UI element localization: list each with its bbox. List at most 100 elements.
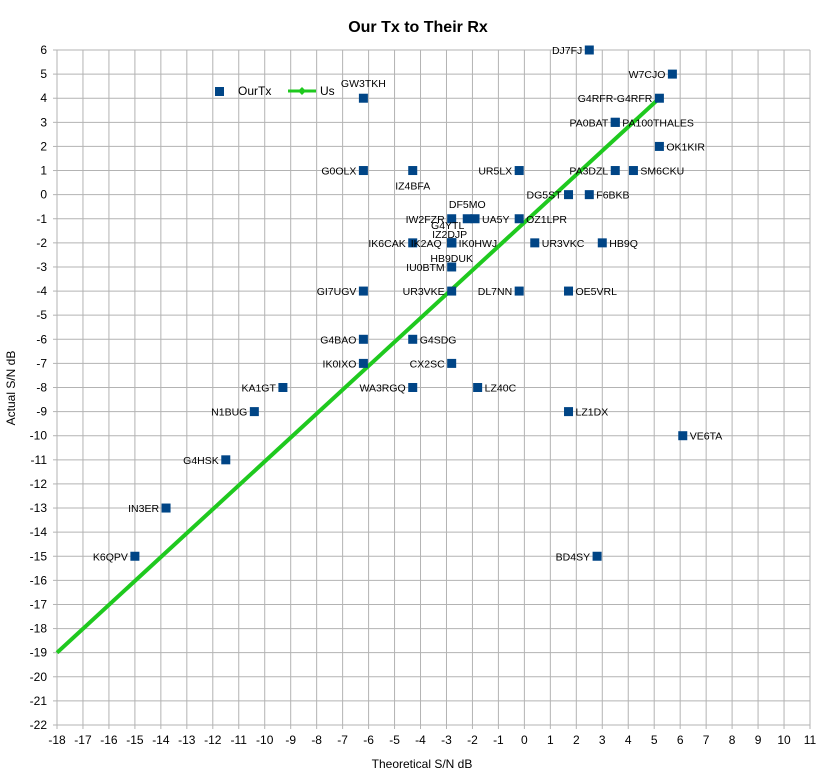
- data-label: OZ1LPR: [526, 214, 567, 226]
- legend-marker-us-diamond: [298, 87, 306, 95]
- data-label: GI7UGV: [317, 286, 357, 298]
- y-tick-label: -4: [36, 284, 47, 298]
- x-tick-label: -17: [74, 733, 92, 747]
- y-tick-label: -2: [36, 236, 47, 250]
- x-tick-label: 0: [521, 733, 528, 747]
- y-tick-label: -19: [30, 646, 48, 660]
- x-tick-label: -18: [48, 733, 66, 747]
- data-point: [654, 141, 664, 151]
- y-tick-label: -20: [30, 670, 48, 684]
- data-point: [249, 407, 259, 417]
- y-tick-label: -7: [36, 356, 47, 370]
- data-point: [408, 166, 418, 176]
- data-point: [358, 358, 368, 368]
- data-point: [514, 214, 524, 224]
- data-label: IK0IXO: [323, 358, 357, 370]
- data-point: [592, 551, 602, 561]
- y-tick-label: -5: [36, 308, 47, 322]
- data-label: IZ4BFA: [395, 181, 430, 193]
- y-tick-label: -10: [30, 429, 48, 443]
- ourtx-scatter-series: [130, 45, 688, 561]
- data-label: HB9Q: [609, 238, 638, 250]
- data-label: IW2FZR: [406, 214, 445, 226]
- axis-ticks: -18 -17 -16 -15 -14 -13 -12 -11 -10 -9 -8 -7 -6 -5 -4-…: [30, 43, 817, 747]
- data-point: [678, 431, 688, 441]
- x-tick-label: -12: [204, 733, 222, 747]
- x-tick-label: 11: [804, 733, 817, 747]
- data-point: [610, 166, 620, 176]
- data-point: [564, 190, 574, 200]
- y-tick-label: 4: [40, 91, 47, 105]
- y-tick-label: -21: [30, 694, 48, 708]
- data-label: DG5ST: [527, 190, 563, 202]
- x-tick-label: 6: [677, 733, 684, 747]
- data-point: [667, 69, 677, 79]
- data-label: W7CJO: [629, 69, 666, 81]
- data-label: KA1GT: [241, 383, 276, 395]
- x-tick-label: 9: [755, 733, 762, 747]
- data-label: UR5LX: [478, 166, 512, 178]
- chart-title: Our Tx to Their Rx: [348, 19, 488, 36]
- data-label: G4YTL: [431, 220, 464, 232]
- y-tick-label: 3: [40, 115, 47, 129]
- x-tick-label: 2: [573, 733, 580, 747]
- data-point: [564, 407, 574, 417]
- x-tick-label: 3: [599, 733, 606, 747]
- data-point: [584, 190, 594, 200]
- data-label: K6QPV: [93, 551, 128, 563]
- y-tick-label: 6: [40, 43, 47, 57]
- y-tick-label: -15: [30, 549, 48, 563]
- x-tick-label: -13: [178, 733, 196, 747]
- y-tick-label: -6: [36, 332, 47, 346]
- data-label: IU0BTM: [406, 262, 445, 274]
- y-tick-label: -9: [36, 405, 47, 419]
- x-tick-label: -15: [126, 733, 144, 747]
- legend: OurTx Us: [215, 84, 335, 98]
- data-point: [447, 214, 457, 224]
- data-label: DF5MO: [449, 199, 486, 211]
- x-tick-label: 5: [651, 733, 658, 747]
- y-tick-label: -14: [30, 525, 48, 539]
- y-tick-label: 2: [40, 139, 47, 153]
- data-point: [470, 214, 480, 224]
- y-tick-label: 1: [40, 164, 47, 178]
- data-point: [564, 286, 574, 296]
- data-label: F6BKB: [596, 190, 629, 202]
- data-label: IN3ER: [128, 503, 159, 515]
- data-point: [358, 166, 368, 176]
- data-point: [130, 551, 140, 561]
- x-tick-label: -2: [467, 733, 478, 747]
- data-label: G0OLX: [321, 166, 356, 178]
- legend-label-ourtx: OurTx: [238, 84, 271, 98]
- data-label: OE5VRL: [576, 286, 618, 298]
- data-label: IZ2DJP: [432, 229, 467, 241]
- data-label: HB9DUK: [430, 253, 473, 265]
- y-tick-label: -8: [36, 381, 47, 395]
- y-tick-label: -3: [36, 260, 47, 274]
- data-label: UA5Y: [482, 214, 509, 226]
- data-point: [278, 383, 288, 392]
- data-point: [654, 93, 664, 103]
- data-label: SM6CKU: [640, 166, 684, 178]
- data-point: [584, 45, 594, 55]
- data-point: [597, 238, 607, 248]
- y-tick-label: -1: [36, 212, 47, 226]
- x-tick-label: -4: [415, 733, 426, 747]
- y-tick-label: -11: [31, 453, 48, 467]
- data-point: [462, 214, 472, 224]
- y-tick-label: -16: [30, 573, 48, 587]
- data-label: G4BAO: [320, 334, 356, 346]
- data-label: IK2AQ: [411, 238, 442, 250]
- data-label: PA0BAT: [570, 117, 609, 129]
- y-tick-label: 0: [40, 188, 47, 202]
- data-point: [628, 166, 638, 176]
- point-labels: DJ7FJ W7CJO GW3TKH G4RFR-G4RFR PA0BAT PA100TH…: [93, 45, 722, 563]
- data-label: DL7NN: [478, 286, 512, 298]
- us-line-series: [55, 96, 661, 655]
- x-tick-label: 4: [625, 733, 632, 747]
- data-label: WA3RGQ: [359, 383, 405, 395]
- data-label: IK6CAK: [368, 238, 405, 250]
- data-point: [610, 117, 620, 127]
- y-tick-label: -18: [30, 622, 48, 636]
